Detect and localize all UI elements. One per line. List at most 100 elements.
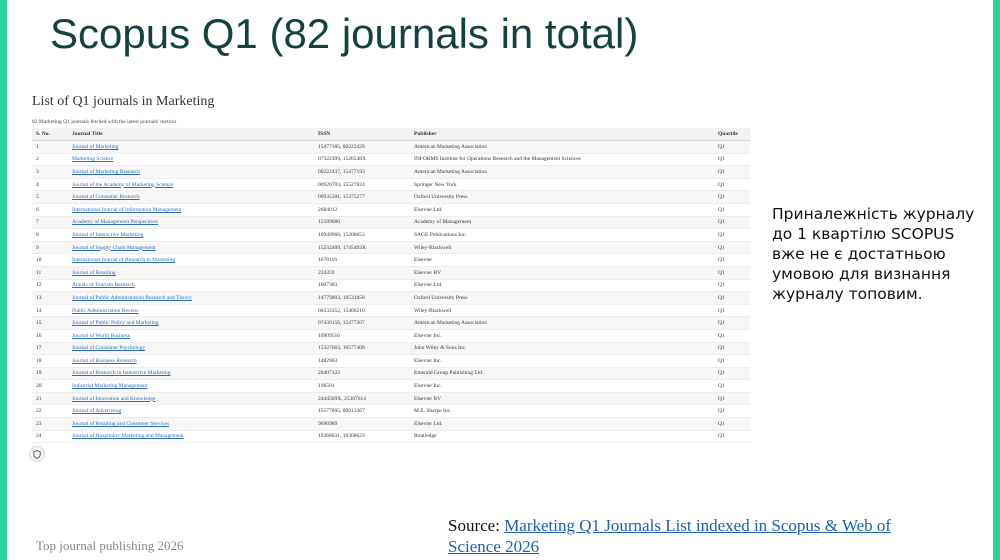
- journal-title-link[interactable]: Journal of Public Policy and Marketing: [68, 316, 314, 330]
- quartile-cell: Q1: [714, 354, 750, 368]
- issn-cell: 07322399, 1526548X: [314, 153, 410, 167]
- quartile-cell: Q1: [714, 417, 750, 431]
- journal-title-link[interactable]: Industrial Marketing Management: [68, 379, 314, 393]
- quartile-cell: Q1: [714, 216, 750, 230]
- publisher-cell: Elsevier Inc.: [410, 379, 714, 393]
- publisher-cell: Routledge: [410, 430, 714, 444]
- publisher-cell: Elsevier BV: [410, 392, 714, 406]
- row-number: 22: [32, 404, 68, 419]
- shield-icon[interactable]: [29, 446, 45, 462]
- table-row: 5 Journal of Consumer Research 00935301, 1…: [32, 190, 750, 204]
- publisher-cell: INFORMS Institute for Operations Researc…: [410, 153, 714, 167]
- publisher-cell: Elsevier Inc.: [410, 329, 714, 343]
- table-row: 9 Journal of Supply Chain Management 15232…: [32, 241, 750, 255]
- row-number: 14: [32, 304, 68, 318]
- publisher-cell: Elsevier Inc.: [410, 354, 714, 368]
- publisher-cell: Wiley-Blackwell: [410, 304, 714, 318]
- table-row: 11 Journal of Retailing 224359 Elsevier BV Q…: [32, 266, 750, 280]
- quartile-cell: Q1: [714, 379, 750, 393]
- journal-title-link[interactable]: Journal of Supply Chain Management: [68, 241, 314, 255]
- row-number: 11: [32, 266, 68, 280]
- journal-title-link[interactable]: Journal of Business Research: [68, 354, 314, 368]
- journal-table: S. No. Journal Title ISSN Publisher Quar…: [32, 128, 750, 444]
- row-number: 13: [32, 291, 68, 305]
- journal-title-link[interactable]: Academy of Management Perspectives: [68, 216, 314, 230]
- column-header: S. No.: [32, 128, 68, 141]
- issn-cell: 00222437, 15477193: [314, 165, 410, 179]
- table-row: 8 Journal of Interactive Marketing 1094996…: [32, 228, 750, 242]
- table-row: 20 Industrial Marketing Management 198501 E…: [32, 379, 750, 393]
- journal-title-link[interactable]: Journal of Research in Interactive Marke…: [68, 367, 314, 381]
- publisher-cell: Wiley-Blackwell: [410, 241, 714, 255]
- journal-title-link[interactable]: Journal of Interactive Marketing: [68, 228, 314, 242]
- publisher-cell: Academy of Management: [410, 216, 714, 230]
- quartile-cell: Q1: [714, 316, 750, 330]
- journal-title-link[interactable]: Public Administration Review: [68, 304, 314, 318]
- source-citation: Source: Marketing Q1 Journals List index…: [448, 515, 928, 557]
- column-header: Quartile: [714, 128, 750, 141]
- journal-title-link[interactable]: Journal of Consumer Psychology: [68, 342, 314, 356]
- journal-title-link[interactable]: Journal of Retailing and Consumer Servic…: [68, 417, 314, 431]
- issn-cell: 07439156, 15477207: [314, 316, 410, 330]
- journal-title-link[interactable]: Journal of Hospitality Marketing and Man…: [68, 430, 314, 444]
- slide-title: Scopus Q1 (82 journals in total): [50, 10, 639, 57]
- publisher-cell: Oxford University Press: [410, 190, 714, 204]
- row-number: 24: [32, 430, 68, 444]
- journal-title-link[interactable]: Journal of Retailing: [68, 266, 314, 280]
- journal-title-link[interactable]: Journal of Consumer Research: [68, 190, 314, 204]
- issn-cell: 2444569X, 25307614: [314, 392, 410, 406]
- row-number: 20: [32, 379, 68, 393]
- table-row: 10 International Journal of Research in M…: [32, 253, 750, 267]
- issn-cell: 15327663, 10577408: [314, 342, 410, 356]
- journal-title-link[interactable]: Journal of Advertising: [68, 404, 314, 419]
- publisher-cell: Springer New York: [410, 178, 714, 192]
- quartile-cell: Q1: [714, 178, 750, 192]
- table-row: 24 Journal of Hospitality Marketing and M…: [32, 430, 750, 444]
- issn-cell: 14779803, 10531858: [314, 291, 410, 305]
- table-row: 3 Journal of Marketing Research 00222437, …: [32, 165, 750, 179]
- quartile-cell: Q1: [714, 140, 750, 154]
- publisher-cell: John Wiley & Sons Inc.: [410, 342, 714, 356]
- source-link[interactable]: Marketing Q1 Journals List indexed in Sc…: [448, 516, 892, 556]
- journal-title-link[interactable]: International Journal of Information Man…: [68, 203, 314, 217]
- journal-title-link[interactable]: Annals of Tourism Research: [68, 279, 314, 293]
- row-number: 16: [32, 329, 68, 343]
- journal-title-link[interactable]: International Journal of Research in Mar…: [68, 253, 314, 267]
- publisher-cell: American Marketing Association: [410, 140, 714, 154]
- table-row: 23 Journal of Retailing and Consumer Serv…: [32, 417, 750, 431]
- quartile-cell: Q1: [714, 291, 750, 305]
- journal-title-link[interactable]: Journal of Marketing: [68, 140, 314, 154]
- row-number: 15: [32, 316, 68, 330]
- journal-title-link[interactable]: Journal of Public Administration Researc…: [68, 291, 314, 305]
- left-accent-bar: [0, 0, 7, 560]
- issn-cell: 9696989: [314, 417, 410, 431]
- table-row: 19 Journal of Research in Interactive Mar…: [32, 367, 750, 381]
- journal-title-link[interactable]: Journal of the Academy of Marketing Scie…: [68, 178, 314, 192]
- row-number: 19: [32, 367, 68, 381]
- journal-title-link[interactable]: Marketing Science: [68, 153, 314, 167]
- journal-title-link[interactable]: Journal of World Business: [68, 329, 314, 343]
- table-row: 12 Annals of Tourism Research 1607383 Elsev…: [32, 279, 750, 293]
- table-row: 18 Journal of Business Research 1482963 Els…: [32, 354, 750, 368]
- quartile-cell: Q1: [714, 329, 750, 343]
- journal-title-link[interactable]: Journal of Innovation and Knowledge: [68, 392, 314, 406]
- issn-cell: 19368631, 19368623: [314, 430, 410, 444]
- journal-title-link[interactable]: Journal of Marketing Research: [68, 165, 314, 179]
- publisher-cell: American Marketing Association: [410, 316, 714, 330]
- issn-cell: 1482963: [314, 354, 410, 368]
- quartile-cell: Q1: [714, 190, 750, 204]
- table-row: 1 Journal of Marketing 15477185, 00222429 A…: [32, 140, 750, 154]
- table-row: 7 Academy of Management Perspectives 15589…: [32, 216, 750, 230]
- publisher-cell: Oxford University Press: [410, 291, 714, 305]
- panel-subheading: 82 Marketing Q1 journals fetched with th…: [32, 119, 177, 125]
- row-number: 2: [32, 153, 68, 167]
- quartile-cell: Q1: [714, 165, 750, 179]
- issn-cell: 198501: [314, 379, 410, 393]
- table-row: 14 Public Administration Review 00333352, …: [32, 304, 750, 318]
- issn-cell: 00920703, 15527824: [314, 178, 410, 192]
- table-row: 6 International Journal of Information Ma…: [32, 203, 750, 217]
- publisher-cell: Elsevier Ltd.: [410, 203, 714, 217]
- issn-cell: 224359: [314, 266, 410, 280]
- issn-cell: 1678116: [314, 253, 410, 267]
- table-row: 17 Journal of Consumer Psychology 15327663…: [32, 342, 750, 356]
